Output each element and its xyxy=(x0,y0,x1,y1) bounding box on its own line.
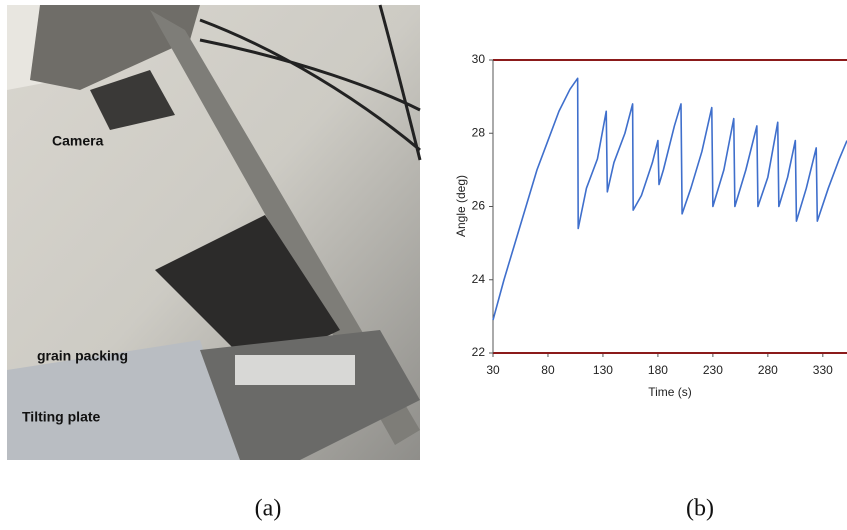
camera-body xyxy=(90,70,175,130)
photo-label: Camera xyxy=(52,133,104,149)
photo-label: Tilting plate xyxy=(22,409,101,425)
y-tick-label: 22 xyxy=(472,345,486,359)
x-tick-label: 130 xyxy=(593,363,613,377)
y-tick-label: 30 xyxy=(472,52,486,66)
x-tick-label: 180 xyxy=(648,363,668,377)
x-tick-label: 230 xyxy=(703,363,723,377)
screen xyxy=(155,215,340,370)
camera-mount xyxy=(30,5,200,90)
y-tick-label: 26 xyxy=(472,199,486,213)
caption: (b) xyxy=(686,496,714,522)
cables xyxy=(199,4,422,161)
caption: (a) xyxy=(255,496,282,522)
packing-box xyxy=(235,355,355,385)
chart: Time (s) Angle (deg) 22 24 26 28 30 30 80 130 18… xyxy=(454,52,847,399)
x-axis-label: Time (s) xyxy=(648,385,692,399)
x-tick-label: 80 xyxy=(541,363,555,377)
photo: Camera grain packing Tilting plate xyxy=(7,4,422,460)
photo-label: grain packing xyxy=(37,348,128,364)
data-line xyxy=(492,77,847,321)
y-axis-label: Angle (deg) xyxy=(454,175,468,237)
y-tick-label: 24 xyxy=(472,272,486,286)
y-tick-label: 28 xyxy=(472,125,486,139)
x-tick-label: 330 xyxy=(813,363,833,377)
x-tick-label: 280 xyxy=(758,363,778,377)
x-tick-label: 30 xyxy=(486,363,500,377)
plate xyxy=(7,340,240,460)
